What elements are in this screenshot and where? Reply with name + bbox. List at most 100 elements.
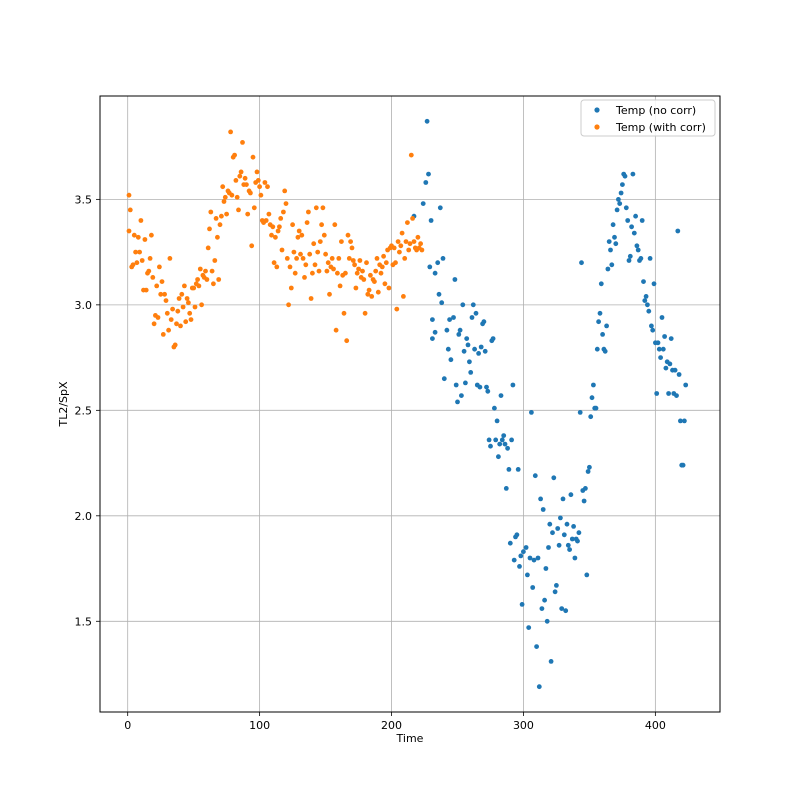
series-0 (411, 118, 689, 690)
data-point (284, 256, 290, 261)
data-point (613, 241, 619, 247)
data-point (263, 218, 269, 223)
data-point (295, 234, 301, 240)
data-point (283, 201, 289, 207)
x-axis-label: Time (396, 732, 424, 745)
data-point (521, 549, 526, 555)
data-point (585, 469, 591, 474)
data-point (534, 644, 539, 649)
data-point (349, 245, 355, 251)
data-point (369, 294, 375, 299)
data-point (420, 201, 426, 207)
data-point (581, 498, 587, 504)
data-point (473, 310, 479, 316)
data-point (617, 201, 623, 207)
data-point (188, 317, 194, 322)
data-point (569, 536, 575, 542)
data-point (315, 249, 321, 255)
data-point (606, 239, 612, 245)
data-point (126, 228, 132, 234)
data-point (630, 171, 636, 177)
data-point (499, 437, 505, 443)
data-point (539, 606, 545, 611)
data-point (345, 232, 351, 238)
data-point (209, 268, 215, 274)
data-point (383, 260, 389, 266)
data-point (207, 226, 212, 232)
data-point (205, 245, 211, 251)
data-point (498, 393, 504, 398)
data-point (551, 475, 557, 481)
data-point (224, 211, 230, 217)
data-point (298, 251, 303, 257)
data-point (430, 336, 435, 341)
data-point (176, 296, 182, 301)
legend: Temp (no corr) Temp (with corr) (580, 99, 716, 137)
data-point (460, 302, 466, 308)
series-1 (126, 129, 425, 350)
data-point (248, 190, 253, 196)
data-point (476, 351, 481, 356)
data-point (160, 332, 166, 337)
data-point (459, 393, 464, 398)
data-point (216, 277, 222, 282)
data-point (157, 264, 162, 270)
data-point (538, 496, 543, 502)
data-point (547, 521, 553, 527)
data-point (622, 173, 628, 179)
data-point (497, 441, 503, 447)
data-point (470, 302, 476, 308)
data-point (415, 234, 421, 240)
data-point (183, 319, 189, 325)
data-point (357, 258, 363, 263)
data-point (324, 268, 330, 274)
data-point (668, 336, 674, 341)
data-point (180, 304, 186, 310)
data-point (463, 380, 468, 386)
data-point (341, 310, 347, 316)
data-point (514, 532, 520, 538)
data-point (594, 346, 600, 352)
data-point (426, 171, 431, 177)
data-point (634, 243, 640, 249)
data-point (212, 258, 218, 263)
axis-ticks: 0 100 200 300 400 1.5 2.0 2.5 3.0 3.5 (75, 193, 666, 732)
data-point (683, 382, 689, 388)
data-point (627, 253, 633, 259)
data-point (625, 218, 631, 223)
data-points (126, 118, 689, 690)
data-point (540, 507, 546, 512)
data-point (406, 247, 412, 253)
data-point (441, 376, 447, 382)
x-tick-label: 200 (381, 719, 402, 732)
data-point (139, 258, 145, 263)
data-point (535, 555, 541, 561)
data-point (237, 173, 243, 179)
data-point (208, 209, 214, 215)
data-point (362, 310, 368, 316)
data-point (517, 564, 522, 569)
data-point (641, 279, 646, 284)
y-tick-label: 1.5 (75, 615, 93, 628)
data-point (339, 239, 344, 245)
data-point (204, 277, 210, 282)
data-point (397, 249, 402, 255)
data-point (240, 140, 245, 145)
data-point (257, 184, 262, 190)
data-point (229, 192, 235, 198)
data-point (279, 247, 285, 253)
data-point (312, 262, 318, 268)
data-point (503, 486, 509, 491)
data-point (292, 270, 298, 276)
data-point (382, 281, 388, 287)
data-point (430, 317, 435, 322)
data-point (281, 209, 286, 215)
data-point (672, 367, 678, 373)
data-point (655, 340, 661, 346)
data-point (402, 256, 408, 261)
legend-label-with-corr: Temp (with corr) (615, 121, 706, 134)
data-point (559, 606, 565, 611)
data-point (658, 355, 663, 360)
data-point (469, 315, 475, 320)
data-point (527, 555, 533, 561)
